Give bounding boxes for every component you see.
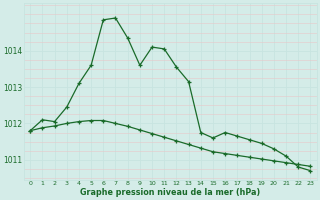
X-axis label: Graphe pression niveau de la mer (hPa): Graphe pression niveau de la mer (hPa) [80,188,260,197]
